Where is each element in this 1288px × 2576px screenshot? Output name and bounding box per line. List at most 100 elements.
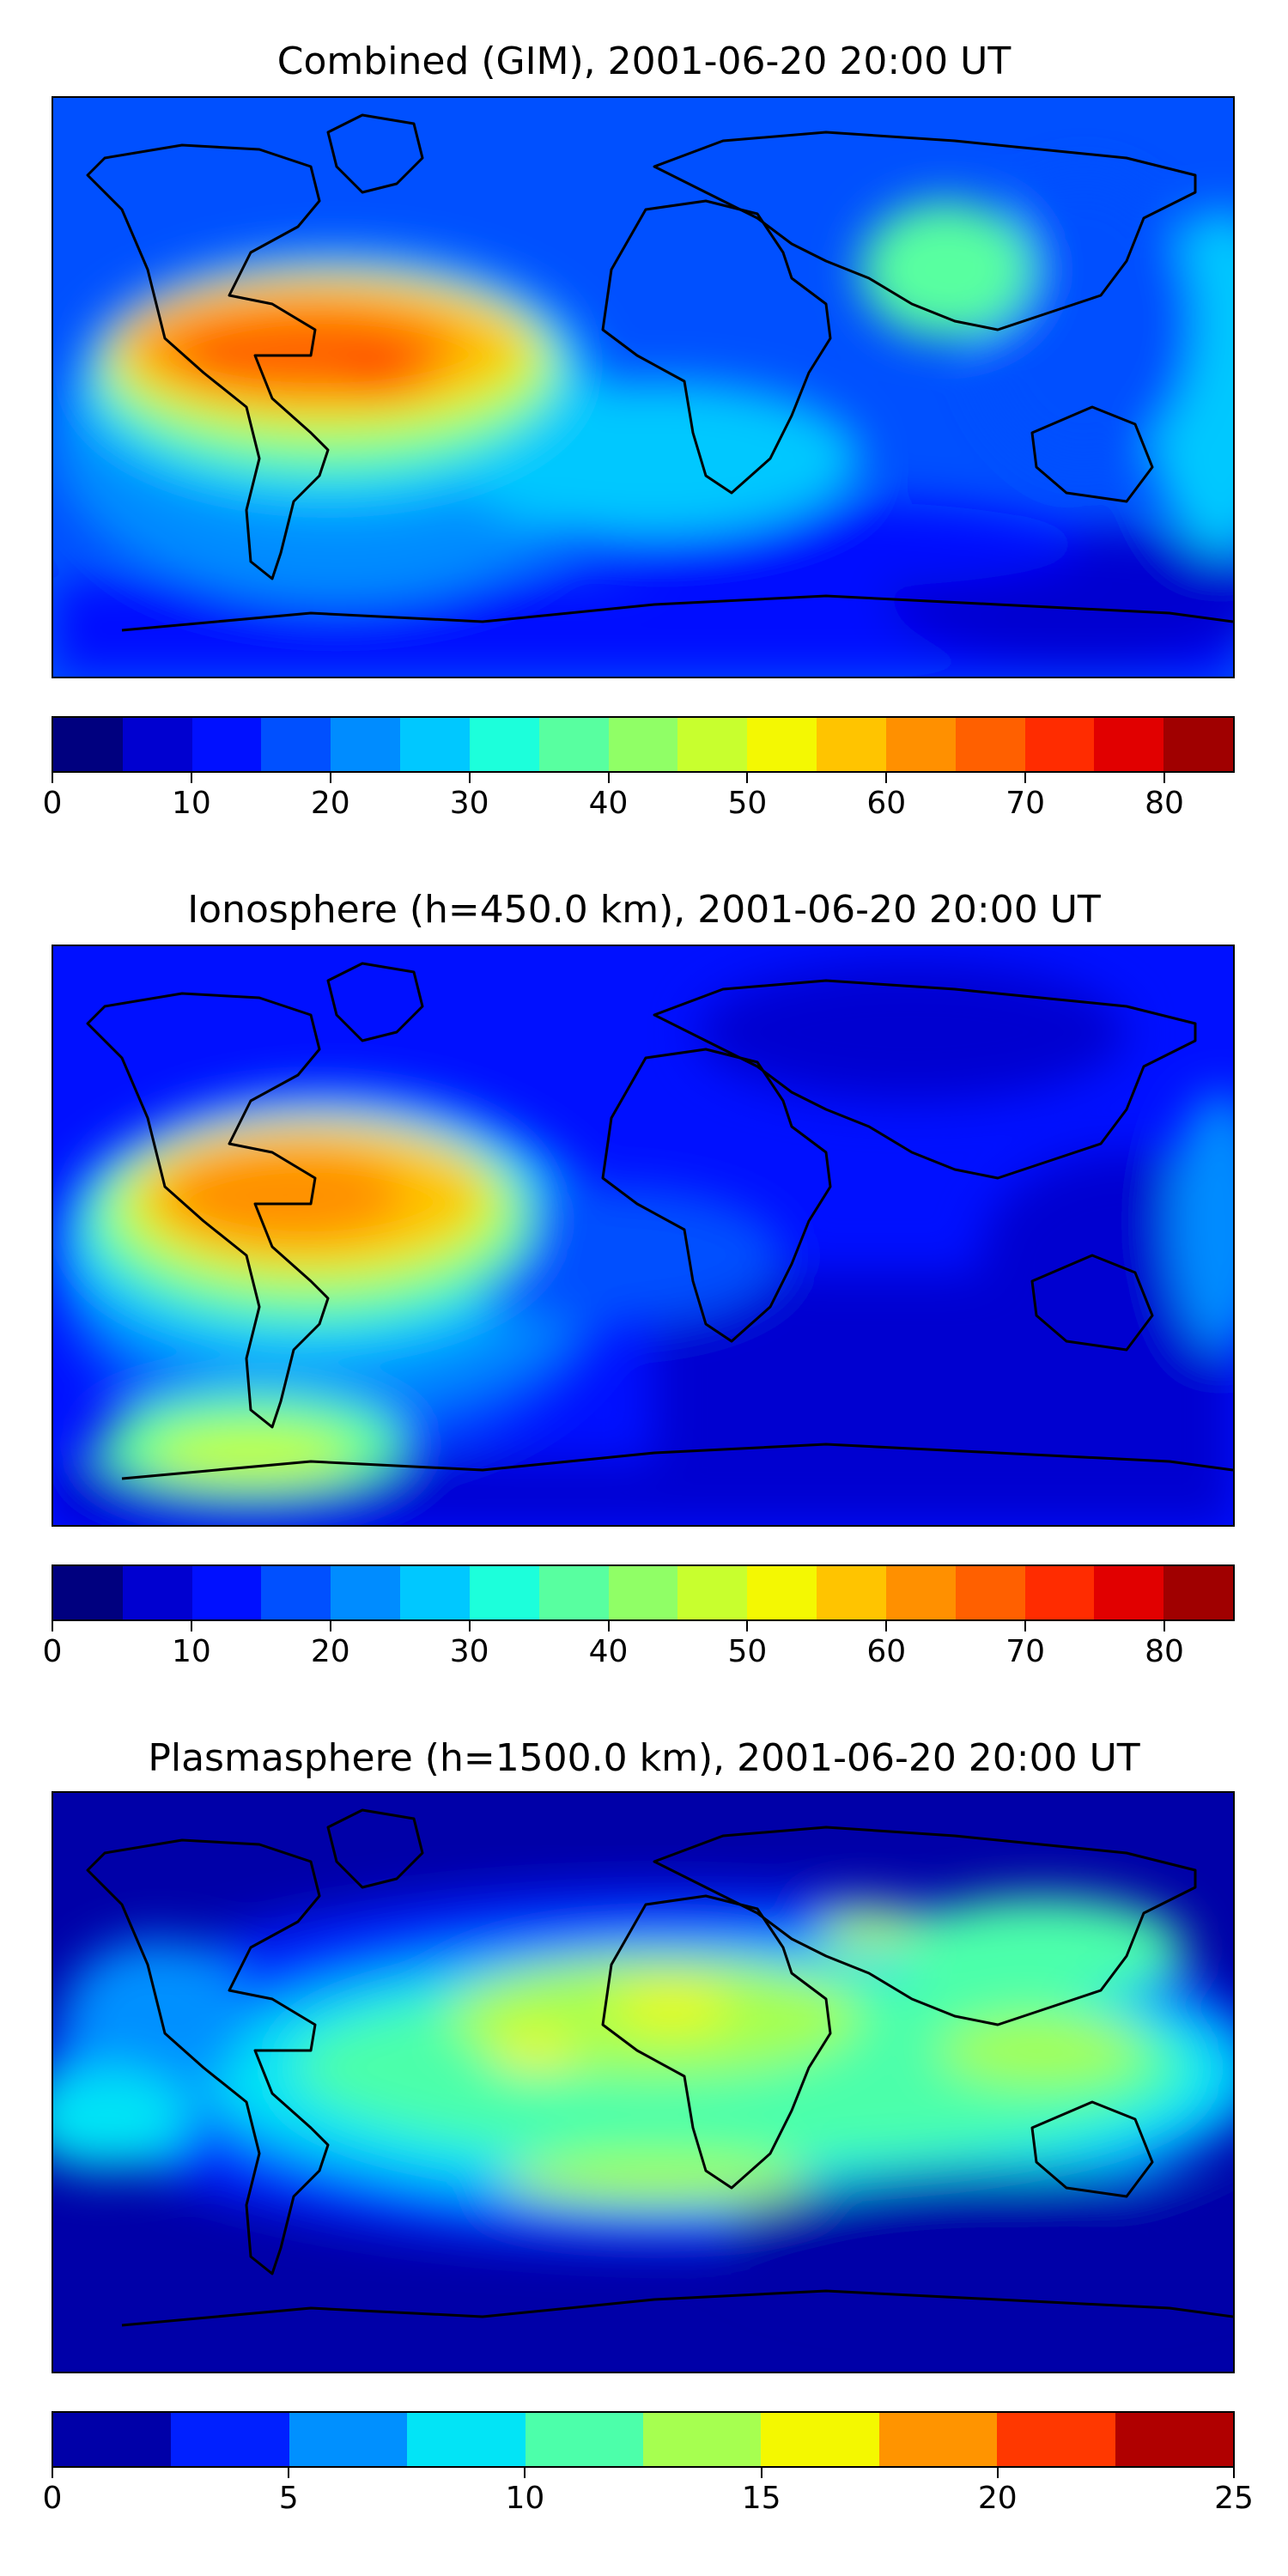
colorbar-segment xyxy=(1094,1566,1164,1619)
colorbar-tick xyxy=(996,2468,999,2478)
colorbar-segment xyxy=(817,1566,886,1619)
colorbar-segment xyxy=(1094,718,1164,771)
colorbar-segment xyxy=(407,2413,526,2466)
colorbar-tick xyxy=(329,773,331,783)
panel-1-colorbar xyxy=(52,716,1235,773)
colorbar-tick-label: 30 xyxy=(449,786,489,821)
colorbar-tick xyxy=(52,773,53,783)
panel-1-map xyxy=(52,96,1235,678)
colorbar-segment xyxy=(289,2413,408,2466)
colorbar-tick xyxy=(52,2468,53,2478)
colorbar-tick-label: 50 xyxy=(727,786,768,821)
colorbar-tick-label: 0 xyxy=(42,1634,63,1669)
colorbar-tick xyxy=(1233,2468,1235,2478)
colorbar-segment xyxy=(608,718,678,771)
colorbar-segment xyxy=(53,718,123,771)
colorbar-segment xyxy=(747,1566,817,1619)
colorbar-tick-label: 5 xyxy=(278,2481,299,2516)
colorbar-segment xyxy=(261,1566,331,1619)
colorbar-tick xyxy=(1163,773,1166,783)
colorbar-tick-label: 15 xyxy=(741,2481,781,2516)
colorbar-tick xyxy=(190,773,192,783)
colorbar-tick-label: 70 xyxy=(1005,1634,1046,1669)
colorbar-tick xyxy=(885,1621,888,1631)
colorbar-segment xyxy=(608,1566,678,1619)
colorbar-tick xyxy=(746,1621,749,1631)
colorbar-tick xyxy=(1024,773,1027,783)
colorbar-tick xyxy=(607,773,610,783)
colorbar-segment xyxy=(331,1566,401,1619)
colorbar-tick-label: 80 xyxy=(1145,786,1184,821)
panel-1-title: Combined (GIM), 2001-06-20 20:00 UT xyxy=(276,39,1012,83)
colorbar-tick xyxy=(468,1621,471,1631)
colorbar-segment xyxy=(878,2413,998,2466)
colorbar-segment xyxy=(885,718,956,771)
colorbar-segment xyxy=(955,718,1025,771)
colorbar-segment xyxy=(400,1566,470,1619)
colorbar-tick xyxy=(190,1621,192,1631)
colorbar-segment xyxy=(261,718,331,771)
colorbar-segment xyxy=(677,1566,748,1619)
colorbar-segment xyxy=(525,2413,644,2466)
colorbar-segment xyxy=(1024,718,1095,771)
colorbar-segment xyxy=(331,718,401,771)
colorbar-tick xyxy=(746,773,749,783)
colorbar-segment xyxy=(400,718,470,771)
colorbar-tick-label: 40 xyxy=(588,786,629,821)
colorbar-segment xyxy=(997,2413,1115,2466)
panel-3-colorbar xyxy=(52,2411,1235,2468)
colorbar-tick-label: 10 xyxy=(505,2481,545,2516)
colorbar-segment xyxy=(53,1566,123,1619)
colorbar-tick-label: 0 xyxy=(42,786,63,821)
colorbar-tick xyxy=(288,2468,290,2478)
colorbar-segment xyxy=(171,2413,289,2466)
colorbar-segment xyxy=(761,2413,879,2466)
colorbar-tick xyxy=(524,2468,526,2478)
colorbar-segment xyxy=(885,1566,956,1619)
colorbar-segment xyxy=(538,1566,609,1619)
colorbar-tick xyxy=(52,1621,53,1631)
colorbar-tick-label: 30 xyxy=(449,1634,489,1669)
colorbar-tick-label: 25 xyxy=(1214,2481,1254,2516)
colorbar-tick-label: 80 xyxy=(1145,1634,1184,1669)
colorbar-segment xyxy=(955,1566,1025,1619)
colorbar-tick xyxy=(607,1621,610,1631)
colorbar-segment xyxy=(1115,2413,1234,2466)
panel-2-title: Ionosphere (h=450.0 km), 2001-06-20 20:0… xyxy=(187,888,1101,932)
colorbar-tick-label: 50 xyxy=(727,1634,768,1669)
colorbar-segment xyxy=(122,718,192,771)
colorbar-segment xyxy=(677,718,748,771)
colorbar-tick xyxy=(468,773,471,783)
panel-2-map xyxy=(52,945,1235,1527)
colorbar-segment xyxy=(1163,1566,1234,1619)
colorbar-segment xyxy=(817,718,886,771)
colorbar-tick-label: 40 xyxy=(588,1634,629,1669)
colorbar-segment xyxy=(643,2413,762,2466)
colorbar-tick xyxy=(885,773,888,783)
colorbar-segment xyxy=(538,718,609,771)
colorbar-segment xyxy=(191,718,262,771)
colorbar-tick xyxy=(329,1621,331,1631)
colorbar-tick xyxy=(1024,1621,1027,1631)
colorbar-segment xyxy=(53,2413,172,2466)
panel-3-title: Plasmasphere (h=1500.0 km), 2001-06-20 2… xyxy=(148,1736,1140,1780)
colorbar-segment xyxy=(747,718,817,771)
colorbar-tick-label: 20 xyxy=(310,786,350,821)
colorbar-tick-label: 10 xyxy=(171,786,211,821)
colorbar-tick-label: 60 xyxy=(866,1634,907,1669)
colorbar-tick-label: 20 xyxy=(310,1634,350,1669)
colorbar-segment xyxy=(1163,718,1234,771)
panel-3-map xyxy=(52,1791,1235,2373)
colorbar-tick-label: 60 xyxy=(866,786,907,821)
colorbar-segment xyxy=(469,718,539,771)
colorbar-tick-label: 0 xyxy=(42,2481,63,2516)
colorbar-tick xyxy=(1163,1621,1166,1631)
colorbar-segment xyxy=(122,1566,192,1619)
colorbar-segment xyxy=(191,1566,262,1619)
colorbar-tick-label: 20 xyxy=(977,2481,1018,2516)
panel-2-colorbar xyxy=(52,1564,1235,1621)
colorbar-segment xyxy=(1024,1566,1095,1619)
colorbar-tick-label: 70 xyxy=(1005,786,1046,821)
colorbar-segment xyxy=(469,1566,539,1619)
colorbar-tick-label: 10 xyxy=(171,1634,211,1669)
